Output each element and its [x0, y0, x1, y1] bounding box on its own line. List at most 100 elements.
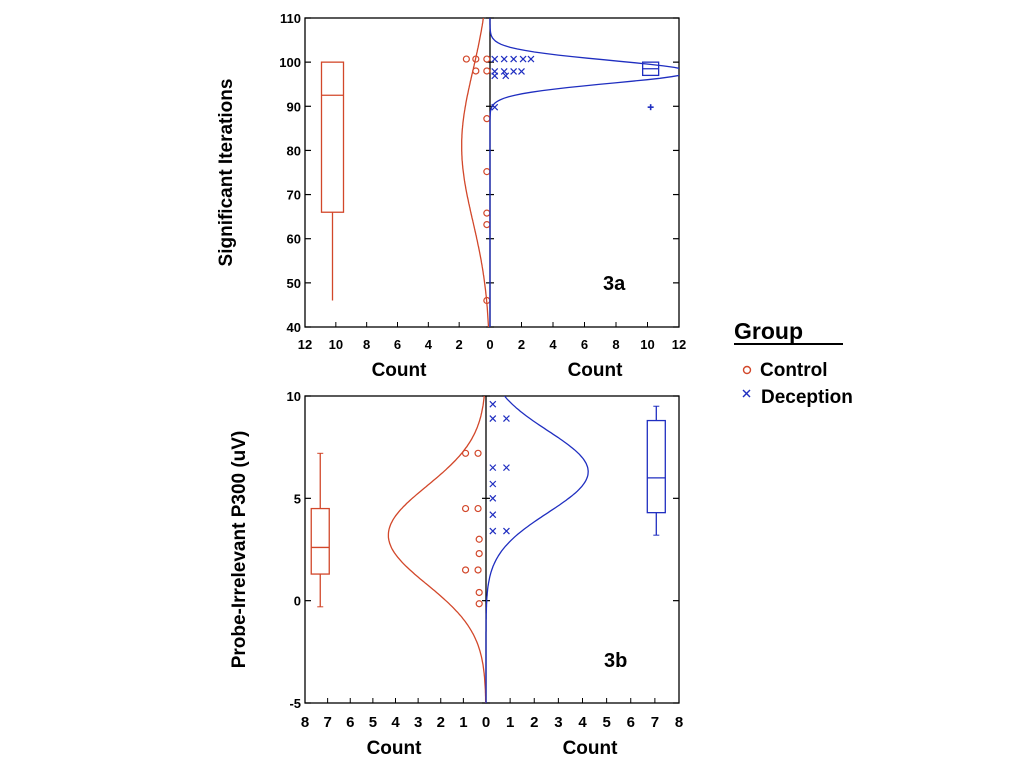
- x-tick-label-right: 3: [554, 714, 562, 731]
- deception-point: [500, 55, 508, 63]
- x-tick-label-left: 3: [414, 714, 422, 731]
- deception-box: [646, 419, 666, 514]
- deception-point: [503, 527, 510, 535]
- x-tick-label-left: 4: [391, 714, 400, 731]
- control-point: [475, 600, 483, 608]
- control-point: [474, 504, 482, 513]
- deception-point: [503, 415, 510, 422]
- cross-stroke: [489, 511, 497, 519]
- y-tick-label: 70: [287, 188, 301, 203]
- control-box: [320, 61, 345, 213]
- y-tick-label: 80: [287, 143, 301, 158]
- x-axis-label-right: Count: [568, 360, 624, 381]
- control-point: [474, 449, 482, 457]
- y-tick-label: 10: [287, 389, 301, 404]
- cross-stroke: [491, 55, 499, 63]
- x-tick-label-right: 8: [675, 714, 683, 731]
- x-tick-label-left: 1: [459, 714, 467, 731]
- panel-label: 3a: [603, 273, 626, 295]
- deception-point: [491, 55, 499, 63]
- y-tick-label: 60: [287, 232, 301, 247]
- deception-point: [503, 464, 510, 472]
- deception-point: [489, 494, 497, 502]
- control-point: [483, 168, 491, 176]
- cross-stroke: [503, 415, 510, 422]
- y-tick-label: -5: [289, 696, 301, 711]
- control-point: [475, 535, 483, 543]
- y-tick-label: 5: [294, 491, 301, 506]
- x-tick-label-left: 2: [437, 714, 445, 731]
- y-tick-label: 90: [287, 99, 301, 114]
- cross-stroke: [489, 480, 497, 488]
- control-point: [462, 55, 470, 63]
- deception-point: [489, 400, 497, 408]
- control-point: [475, 549, 483, 558]
- x-tick-label-left: 2: [456, 337, 463, 352]
- cross-stroke: [500, 55, 508, 63]
- x-tick-label-left: 0: [486, 337, 493, 352]
- deception-normal-curve: [489, 18, 679, 327]
- deception-point: [489, 527, 497, 535]
- x-tick-label-right: 6: [581, 337, 588, 352]
- x-tick-label-right: 4: [578, 714, 587, 731]
- cross-stroke: [510, 55, 518, 63]
- x-tick-label-right: 1: [506, 714, 514, 731]
- cross-stroke: [510, 67, 518, 75]
- x-tick-label-left: 6: [346, 714, 354, 731]
- deception-point: [491, 103, 499, 111]
- x-tick-label-right: 2: [530, 714, 538, 731]
- x-axis-label-left: Count: [367, 738, 423, 759]
- deception-point: [510, 55, 518, 63]
- x-tick-label-right: 7: [651, 714, 659, 731]
- control-point: [483, 220, 491, 229]
- control-point: [483, 209, 491, 217]
- deception-point: [519, 55, 527, 63]
- y-axis-label: Significant Iterations: [216, 79, 237, 267]
- x-tick-label-left: 8: [301, 714, 309, 731]
- x-tick-label-right: 6: [627, 714, 635, 731]
- cross-stroke: [489, 415, 497, 422]
- cross-stroke: [489, 494, 497, 502]
- control-point: [461, 449, 470, 457]
- deception-point: [518, 67, 525, 75]
- x-tick-label-left: 8: [363, 337, 370, 352]
- deception-point: [500, 67, 508, 75]
- deception-point: [489, 415, 497, 422]
- legend-control-label: Control: [760, 360, 828, 381]
- legend-control-marker: [742, 365, 752, 375]
- deception-point: [510, 67, 518, 75]
- legend-deception-label: Deception: [761, 387, 853, 408]
- x-tick-label-left: 12: [298, 337, 312, 352]
- x-tick-label-left: 4: [425, 337, 433, 352]
- control-point: [461, 504, 470, 513]
- deception-point: [491, 72, 499, 80]
- control-point: [472, 67, 480, 75]
- legend: Group Control Deception: [734, 318, 853, 408]
- x-tick-label-left: 5: [369, 714, 377, 731]
- x-tick-label-left: 7: [323, 714, 331, 731]
- x-tick-label-right: 4: [549, 337, 557, 352]
- y-tick-label: 110: [280, 11, 301, 26]
- x-tick-label-left: 6: [394, 337, 401, 352]
- x-axis-label-left: Count: [372, 360, 428, 381]
- x-axis-label-right: Count: [563, 738, 619, 759]
- cross-stroke: [518, 67, 525, 75]
- y-axis-label: Probe-Irrelevant P300 (uV): [229, 431, 250, 669]
- control-point: [474, 566, 482, 574]
- x-tick-label-right: 8: [612, 337, 619, 352]
- deception-normal-curve: [485, 396, 589, 703]
- deception-point: [489, 480, 497, 488]
- cross-stroke: [500, 67, 508, 75]
- control-normal-curve: [387, 396, 487, 703]
- control-point: [483, 67, 491, 75]
- deception-point: [489, 464, 497, 472]
- y-tick-label: 0: [294, 594, 301, 609]
- y-tick-label: 40: [287, 320, 301, 335]
- control-point: [475, 588, 483, 597]
- cross-stroke: [489, 400, 497, 408]
- cross-stroke: [503, 464, 510, 472]
- legend-title: Group: [734, 318, 803, 344]
- control-point: [472, 55, 480, 63]
